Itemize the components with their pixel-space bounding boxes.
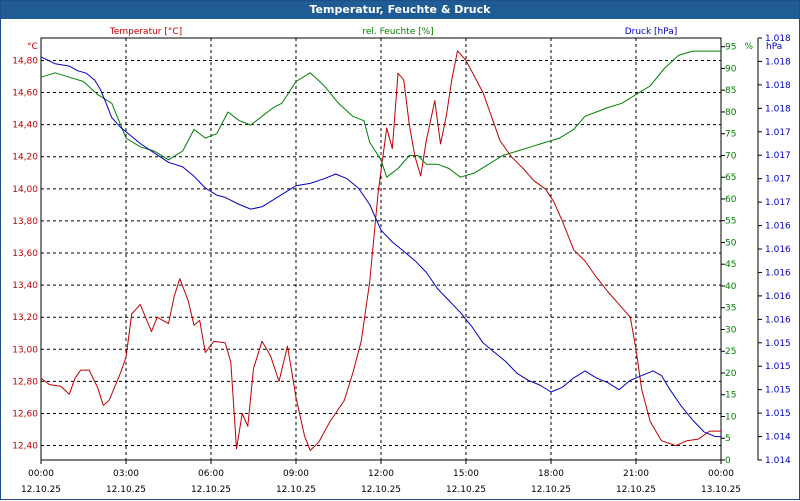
humidity-tick-label: 0 (725, 456, 731, 466)
pressure-tick-label: 1.014 (765, 433, 791, 443)
humidity-tick-label: 70 (725, 151, 737, 161)
humidity-tick-label: 55 (725, 217, 736, 227)
humidity-tick-label: 30 (725, 325, 737, 335)
x-tick-time-label: 06:00 (198, 469, 224, 479)
temperature-tick-label: 13,20 (12, 313, 38, 323)
pressure-unit-label: hPa (766, 42, 782, 52)
pressure-tick-label: 1.018 (765, 34, 791, 44)
humidity-tick-label: 80 (725, 108, 737, 118)
temperature-unit-label: °C (27, 42, 38, 52)
pressure-tick-label: 1.017 (765, 151, 791, 161)
x-tick-time-label: 09:00 (283, 469, 309, 479)
pressure-tick-label: 1.018 (765, 81, 791, 91)
pressure-tick-label: 1.014 (765, 456, 791, 466)
x-tick-time-label: 00:00 (708, 469, 734, 479)
x-tick-date-label: 12.10.25 (191, 485, 231, 495)
temperature-tick-label: 14,80 (12, 56, 38, 66)
pressure-tick-label: 1.015 (765, 409, 791, 419)
x-tick-date-label: 12.10.25 (21, 485, 61, 495)
x-tick-date-label: 12.10.25 (531, 485, 571, 495)
x-tick-date-label: 12.10.25 (106, 485, 146, 495)
x-tick-date-label: 12.10.25 (276, 485, 316, 495)
humidity-tick-label: 50 (725, 238, 737, 248)
x-tick-time-label: 03:00 (113, 469, 139, 479)
x-tick-date-label: 13.10.25 (701, 485, 741, 495)
temperature-tick-label: 12,80 (12, 377, 38, 387)
pressure-tick-label: 1.015 (765, 362, 791, 372)
temperature-tick-label: 13,60 (12, 249, 38, 259)
temperature-tick-label: 13,40 (12, 281, 38, 291)
x-tick-time-label: 21:00 (623, 469, 649, 479)
pressure-tick-label: 1.016 (765, 315, 791, 325)
x-tick-date-label: 12.10.25 (361, 485, 401, 495)
series-line-humidity (40, 50, 721, 178)
x-tick-time-label: 00:00 (28, 469, 54, 479)
humidity-tick-label: 10 (725, 412, 737, 422)
humidity-tick-label: 60 (725, 195, 737, 205)
temperature-tick-label: 12,60 (12, 409, 38, 419)
x-tick-date-label: 12.10.25 (446, 485, 486, 495)
humidity-tick-label: 20 (725, 369, 737, 379)
temperature-tick-label: 13,00 (12, 345, 38, 355)
pressure-tick-label: 1.015 (765, 339, 791, 349)
temperature-tick-label: 14,40 (12, 121, 38, 131)
pressure-tick-label: 1.017 (765, 128, 791, 138)
humidity-tick-label: 45 (725, 260, 736, 270)
pressure-tick-label: 1.017 (765, 198, 791, 208)
pressure-tick-label: 1.015 (765, 386, 791, 396)
temperature-tick-label: 12,40 (12, 442, 38, 452)
x-tick-time-label: 15:00 (453, 469, 479, 479)
series-line-temperature (40, 50, 721, 451)
pressure-tick-label: 1.017 (765, 175, 791, 185)
pressure-tick-label: 1.016 (765, 245, 791, 255)
x-tick-date-label: 12.10.25 (616, 485, 656, 495)
x-tick-time-label: 18:00 (538, 469, 564, 479)
temperature-tick-label: 14,00 (12, 185, 38, 195)
pressure-tick-label: 1.018 (765, 104, 791, 114)
series-line-pressure (40, 56, 721, 438)
humidity-tick-label: 15 (725, 391, 736, 401)
pressure-tick-label: 1.018 (765, 57, 791, 67)
humidity-tick-label: 65 (725, 173, 736, 183)
humidity-tick-label: 25 (725, 347, 736, 357)
humidity-unit-label: % (744, 42, 753, 52)
legend-pressure: Druck [hPa] (625, 27, 678, 37)
humidity-tick-label: 75 (725, 130, 736, 140)
legend-humidity: rel. Feuchte [%] (362, 27, 433, 37)
humidity-tick-label: 95 (725, 43, 736, 53)
humidity-tick-label: 40 (725, 282, 737, 292)
pressure-tick-label: 1.016 (765, 292, 791, 302)
legend-temperature: Temperatur [°C] (109, 27, 182, 37)
humidity-tick-label: 5 (725, 434, 731, 444)
pressure-tick-label: 1.016 (765, 222, 791, 232)
temperature-tick-label: 13,80 (12, 217, 38, 227)
temperature-tick-label: 14,60 (12, 89, 38, 99)
humidity-tick-label: 90 (725, 64, 737, 74)
humidity-tick-label: 85 (725, 86, 736, 96)
temperature-tick-label: 14,20 (12, 153, 38, 163)
pressure-tick-label: 1.016 (765, 268, 791, 278)
window-title: Temperatur, Feuchte & Druck (1, 1, 799, 19)
x-tick-time-label: 12:00 (368, 469, 394, 479)
humidity-tick-label: 35 (725, 304, 736, 314)
